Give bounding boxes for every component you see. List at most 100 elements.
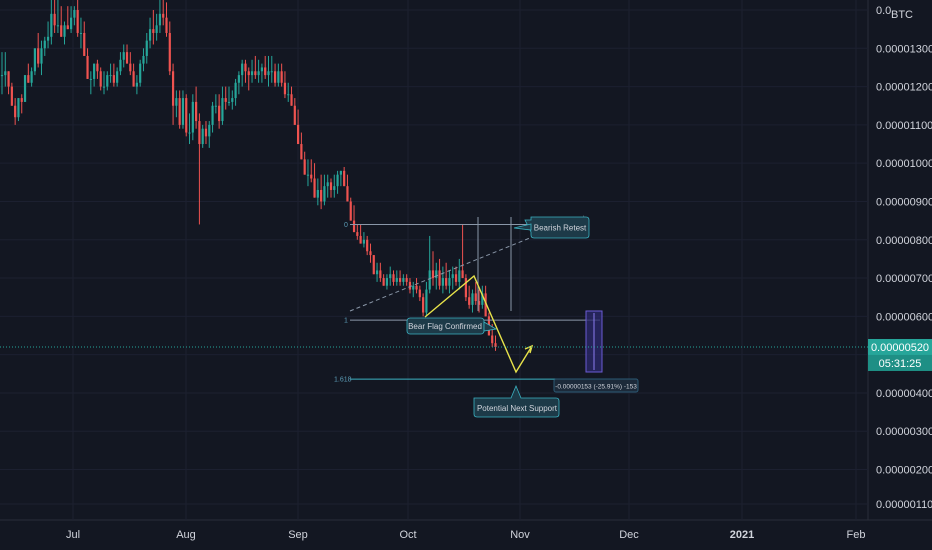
- candle-body: [132, 71, 135, 87]
- callout-bearish-retest[interactable]: Bearish Retest: [513, 216, 590, 239]
- candle-body: [425, 289, 428, 313]
- price-tick-label: 0.00000400: [876, 388, 932, 400]
- candle-body: [116, 71, 119, 83]
- candle-body: [405, 278, 408, 282]
- candle-body: [273, 71, 277, 83]
- candle-body: [366, 239, 369, 252]
- callout-pointer: [513, 223, 532, 231]
- candle-body: [23, 75, 27, 102]
- top-price-label: 0.0: [876, 5, 891, 17]
- candle-body: [412, 285, 415, 290]
- candle-body: [293, 105, 296, 125]
- candle-body: [481, 293, 484, 305]
- callout-text: Bear Flag Confirmed: [408, 322, 482, 331]
- candle-body: [30, 71, 33, 83]
- price-tick-label: 0.00000800: [876, 235, 932, 247]
- candle-body: [359, 235, 362, 244]
- price-tick-label: 0.00000700: [876, 273, 932, 285]
- price-tick-label: 0.00001100: [876, 120, 932, 132]
- candle-body: [37, 48, 40, 64]
- candle-body: [227, 101, 231, 103]
- candle-body: [280, 71, 283, 83]
- candle-body: [139, 63, 142, 83]
- price-tick-label: 0.00001200: [876, 82, 932, 94]
- candle-body: [50, 13, 53, 37]
- candle-body: [369, 251, 372, 256]
- candle-body: [171, 71, 175, 106]
- candle-body: [93, 63, 96, 79]
- candle-body: [106, 75, 109, 87]
- candle-body: [4, 71, 7, 76]
- candle-body: [336, 174, 339, 187]
- price-axis-panel[interactable]: [868, 0, 932, 550]
- candle-body: [494, 343, 497, 347]
- candle-body: [195, 101, 198, 122]
- time-tick-label: Oct: [399, 529, 416, 541]
- time-tick-label: Nov: [510, 529, 530, 541]
- callout-text: Potential Next Support: [477, 404, 558, 413]
- candle-body: [148, 29, 152, 41]
- candle-body: [60, 25, 63, 37]
- callout-pointer: [483, 321, 498, 332]
- candle-body: [0, 75, 4, 77]
- time-tick-label: 2021: [730, 529, 754, 541]
- candle-body: [211, 105, 214, 125]
- candle-body: [198, 121, 201, 145]
- time-tick-label: Aug: [176, 529, 196, 541]
- projection-path[interactable]: [424, 274, 533, 374]
- candle-body: [201, 128, 204, 145]
- candle-body: [214, 105, 217, 107]
- candle-body: [316, 189, 319, 198]
- callout-bear-flag[interactable]: Bear Flag Confirmed: [406, 317, 498, 335]
- candle-body: [234, 82, 237, 99]
- candle-body: [267, 71, 270, 76]
- callout-next-support[interactable]: Potential Next Support: [473, 384, 560, 418]
- price-tick-label: 0.00000900: [876, 196, 932, 208]
- candle-body: [392, 274, 395, 282]
- candle-body: [290, 94, 293, 106]
- candle-body: [254, 71, 257, 76]
- candle-body: [438, 270, 441, 286]
- candle-body: [491, 335, 494, 344]
- candle-body: [372, 255, 375, 275]
- candle-body: [218, 105, 221, 122]
- candle-body: [306, 174, 310, 176]
- candle-body: [224, 98, 227, 102]
- candle-body: [175, 98, 178, 106]
- candle-body: [125, 52, 129, 64]
- time-tick-label: Sep: [288, 529, 308, 541]
- callout-bubble: [524, 216, 590, 239]
- candle-body: [422, 297, 425, 313]
- candle-body: [221, 98, 224, 122]
- candle-body: [10, 86, 13, 106]
- countdown-badge-bg: [868, 354, 932, 371]
- candle-body: [303, 159, 306, 175]
- candle-body: [14, 105, 17, 118]
- candle-body: [17, 98, 20, 118]
- candle-body: [142, 55, 145, 64]
- candle-body: [333, 186, 336, 190]
- price-tick-label: 0.00000200: [876, 465, 932, 477]
- candle-body: [310, 174, 313, 179]
- price-tick-label: 0.00001300: [876, 43, 932, 55]
- candle-body: [451, 274, 454, 279]
- price-tick-label: 0.00000300: [876, 426, 932, 438]
- candle-body: [320, 189, 323, 202]
- candle-body: [89, 78, 92, 80]
- candle-body: [343, 170, 346, 187]
- candle-body: [33, 48, 36, 72]
- candle-body: [339, 170, 342, 175]
- candle-body: [326, 182, 329, 187]
- candle-body: [155, 25, 158, 33]
- fib-level-1618-label: 1.618: [334, 377, 352, 384]
- candle-body: [181, 98, 185, 125]
- candle-body: [346, 186, 349, 202]
- candle-body: [362, 239, 365, 244]
- candle-body: [247, 71, 250, 76]
- candle-body: [79, 32, 83, 34]
- candle-body: [250, 71, 254, 76]
- candle-body: [112, 75, 115, 83]
- candle-body: [191, 101, 194, 133]
- time-axis-labels: Jul Aug Sep Oct Nov Dec 2021 Feb: [66, 529, 866, 541]
